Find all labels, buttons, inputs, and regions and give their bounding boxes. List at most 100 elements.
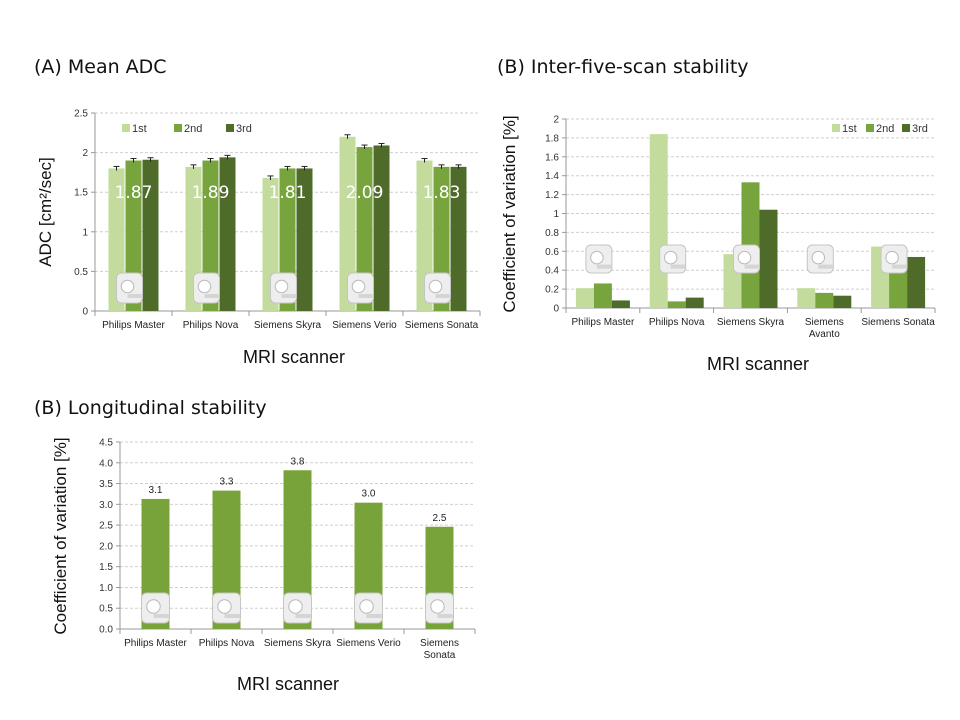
bar-value-label: 3.8 <box>291 456 305 467</box>
mri-scanner-icon <box>347 272 374 304</box>
x-axis-label: MRI scanner <box>237 674 339 694</box>
y-tick-label: 0.5 <box>74 267 88 278</box>
y-axis-label: Coefficient of variation [%] <box>51 437 70 634</box>
bar-value-label: 3.1 <box>149 485 163 496</box>
y-tick-label: 1.8 <box>545 133 559 144</box>
bar-3rd-philips-master <box>142 159 159 311</box>
bar-2nd-siemens-verio <box>356 147 373 311</box>
x-category-label: Philips Master <box>124 638 187 649</box>
y-tick-label: 0.5 <box>99 604 113 615</box>
y-tick-label: 1.6 <box>545 152 559 163</box>
x-category-label: Siemens Skyra <box>254 320 322 331</box>
bar-value-label: 3.3 <box>220 477 234 488</box>
x-category-label: Siemens Verio <box>332 320 397 331</box>
legend-label-1st: 1st <box>842 123 857 135</box>
y-tick-label: 2.0 <box>99 541 113 552</box>
y-tick-label: 1.4 <box>545 171 559 182</box>
legend-swatch-3rd <box>902 124 910 132</box>
bar-1st-siemens-avanto <box>797 288 816 308</box>
legend-label-3rd: 3rd <box>236 123 252 135</box>
x-category-label: Siemens Sonata <box>405 320 479 331</box>
bar-value-label: 1.81 <box>269 183 307 203</box>
legend-swatch-1st <box>832 124 840 132</box>
bar-value-label: 2.5 <box>433 513 447 524</box>
bar-3rd-siemens-skyra <box>296 168 313 311</box>
y-tick-label: 2.5 <box>74 109 88 120</box>
legend-label-2nd: 2nd <box>184 123 202 135</box>
panel-b-title: (B) Inter-five-scan stability <box>497 56 749 78</box>
x-category-label: Philips Nova <box>199 638 255 649</box>
bar-3rd-siemens-skyra <box>759 209 778 308</box>
y-tick-label: 2 <box>553 115 559 126</box>
y-tick-label: 1 <box>82 227 88 238</box>
bar-1st-philips-master <box>575 288 594 308</box>
bar-value-label: 2.09 <box>346 183 384 203</box>
x-category-label: Avanto <box>809 329 840 340</box>
legend-swatch-2nd <box>174 124 182 132</box>
y-tick-label: 3.0 <box>99 500 113 511</box>
panel-a-title: (A) Mean ADC <box>34 56 167 78</box>
bar-3rd-siemens-verio <box>373 145 390 311</box>
x-category-label: Siemens Verio <box>336 638 401 649</box>
bar-3rd-siemens-sonata <box>907 256 926 308</box>
x-category-label: Siemens Sonata <box>861 317 935 328</box>
bar-1st-philips-nova <box>649 134 668 308</box>
bar-3rd-siemens-avanto <box>833 295 852 308</box>
panel-c-title: (B) Longitudinal stability <box>34 397 267 419</box>
mri-scanner-icon <box>425 592 454 624</box>
x-category-label: Siemens Skyra <box>717 317 785 328</box>
y-tick-label: 0.4 <box>545 266 559 277</box>
mri-scanner-icon <box>283 592 312 624</box>
mri-scanner-icon <box>585 244 613 274</box>
y-tick-label: 1.5 <box>99 562 113 573</box>
y-tick-label: 0 <box>553 304 559 315</box>
y-tick-label: 0.8 <box>545 228 559 239</box>
bar-3rd-philips-master <box>611 300 630 308</box>
legend-label-3rd: 3rd <box>912 123 928 135</box>
y-tick-label: 1.0 <box>99 583 113 594</box>
y-axis-label: ADC [cm²/sec] <box>36 157 55 267</box>
bar-3rd-philips-nova <box>219 157 236 311</box>
x-axis-label: MRI scanner <box>243 347 345 367</box>
x-category-label: Philips Nova <box>183 320 239 331</box>
legend-label-2nd: 2nd <box>876 123 894 135</box>
bar-2nd-philips-nova <box>667 301 686 308</box>
y-tick-label: 0.6 <box>545 247 559 258</box>
y-tick-label: 2.5 <box>99 521 113 532</box>
y-tick-label: 2 <box>82 148 88 159</box>
bar-3rd-philips-nova <box>685 297 704 308</box>
bar-value-label: 1.87 <box>115 183 153 203</box>
bar-2nd-siemens-avanto <box>815 292 834 308</box>
x-category-label: Philips Master <box>102 320 165 331</box>
x-category-label: Philips Nova <box>649 317 705 328</box>
y-axis-label: Coefficient of variation [%] <box>500 115 519 312</box>
legend-swatch-1st <box>122 124 130 132</box>
mri-scanner-icon <box>806 244 834 274</box>
mri-scanner-icon <box>424 272 451 304</box>
y-tick-label: 1.5 <box>74 188 88 199</box>
bar-value-label: 1.83 <box>423 183 461 203</box>
y-tick-label: 4.0 <box>99 458 113 469</box>
mri-scanner-icon <box>212 592 241 624</box>
x-category-label: Siemens Skyra <box>264 638 332 649</box>
y-tick-label: 4.5 <box>99 438 113 449</box>
y-tick-label: 1 <box>553 209 559 220</box>
x-category-label: Siemens <box>805 317 844 328</box>
mri-scanner-icon <box>354 592 383 624</box>
bar-1st-siemens-verio <box>339 136 356 311</box>
mri-scanner-icon <box>141 592 170 624</box>
y-tick-label: 1.2 <box>545 190 559 201</box>
y-tick-label: 3.5 <box>99 479 113 490</box>
x-category-label: Sonata <box>424 650 456 661</box>
legend-swatch-3rd <box>226 124 234 132</box>
bar-value-label: 1.89 <box>192 183 230 203</box>
legend-label-1st: 1st <box>132 123 147 135</box>
mri-scanner-icon <box>116 272 143 304</box>
x-axis-label: MRI scanner <box>707 354 809 374</box>
x-category-label: Philips Master <box>571 317 634 328</box>
y-tick-label: 0.2 <box>545 285 559 296</box>
mri-scanner-icon <box>880 244 908 274</box>
y-tick-label: 0.0 <box>99 625 113 636</box>
legend-swatch-2nd <box>866 124 874 132</box>
